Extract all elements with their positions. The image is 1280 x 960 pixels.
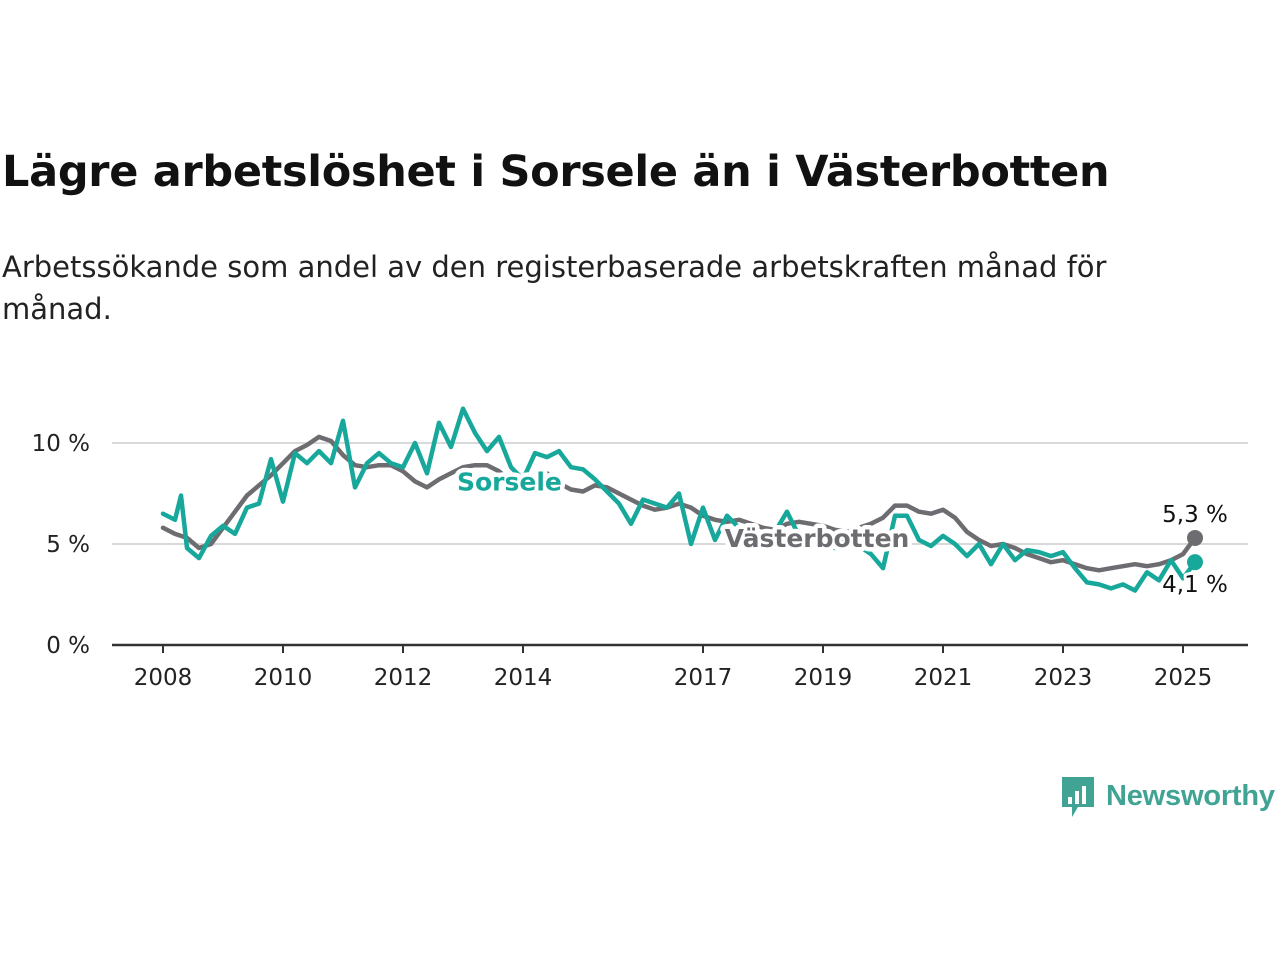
end-value-halo-sorsele: 4,1 % <box>1162 572 1228 598</box>
series-layer <box>160 406 1203 593</box>
axis-layer: 0 % 5 % 10 % 2008 2010 2012 2014 2017 2019 2021 20… <box>32 431 1248 691</box>
x-tick-label: 2023 <box>1034 665 1093 691</box>
end-value-label-vasterbotten: 5,3 % <box>1162 502 1228 528</box>
x-tick-label: 2012 <box>374 665 433 691</box>
label-layer: SorseleSorseleVästerbottenVästerbotten5,… <box>453 463 1231 601</box>
endpoint-marker-vasterbotten <box>1187 529 1203 546</box>
x-tick-label: 2008 <box>134 665 193 691</box>
newsworthy-logo[interactable]: Newsworthy <box>1058 773 1275 819</box>
x-tick-label: 2017 <box>674 665 733 691</box>
series-line-sorsele <box>160 406 1198 593</box>
x-tick-label: 2014 <box>494 665 553 691</box>
y-tick-label: 5 % <box>46 532 90 558</box>
chart-title: Lägre arbetslöshet i Sorsele än i Väster… <box>2 147 1110 197</box>
newsworthy-logo-icon <box>1062 777 1094 817</box>
series-label-vasterbotten: Västerbotten <box>725 524 910 553</box>
x-tick-label: 2010 <box>254 665 313 691</box>
y-tick-label: 10 % <box>32 431 90 457</box>
chart-subtitle: Arbetssökande som andel av den registerb… <box>2 250 1107 326</box>
end-value-halo-vasterbotten: 5,3 % <box>1162 502 1228 528</box>
y-tick-label: 0 % <box>46 633 90 659</box>
series-label-halo-sorsele: Sorsele <box>457 467 562 496</box>
series-label-sorsele: Sorsele <box>457 467 562 496</box>
end-value-label-sorsele: 4,1 % <box>1162 572 1228 598</box>
x-tick-label: 2019 <box>794 665 853 691</box>
logo-text: Newsworthy <box>1106 779 1275 812</box>
series-label-halo-vasterbotten: Västerbotten <box>725 524 910 553</box>
endpoint-marker-sorsele <box>1187 554 1203 571</box>
grid-layer <box>112 442 1248 545</box>
x-tick-label: 2025 <box>1154 665 1213 691</box>
x-tick-label: 2021 <box>914 665 973 691</box>
